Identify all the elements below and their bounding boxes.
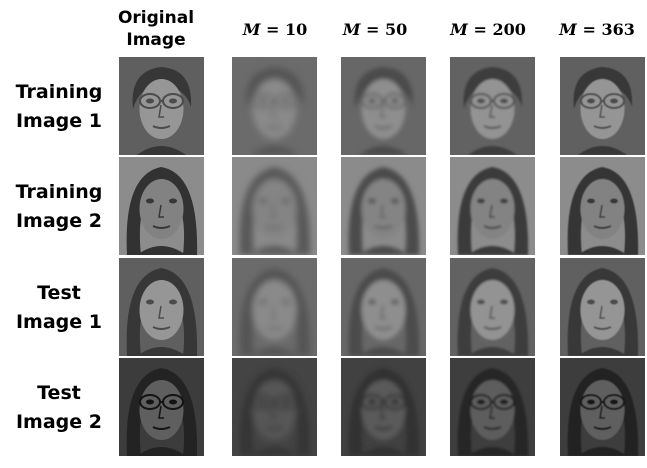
equals-sign: = (266, 20, 279, 39)
column-header-m10: M = 10 (225, 2, 325, 56)
face-image-row3-original (119, 258, 204, 356)
face-image-row3-m363 (560, 258, 645, 356)
face-image-row2-m200 (450, 157, 535, 255)
face-image-row2-m50 (341, 157, 426, 255)
equals-sign: = (366, 20, 379, 39)
equals-sign: = (473, 20, 486, 39)
row-label-test-2: Test Image 2 (0, 358, 118, 458)
face-image-row1-original (119, 57, 204, 155)
column-header-m50: M = 50 (325, 2, 425, 56)
face-image-row3-m50 (341, 258, 426, 356)
var-symbol: M (559, 20, 577, 39)
var-symbol: M (343, 20, 361, 39)
m-value: 10 (285, 20, 307, 39)
m-value: 200 (492, 20, 525, 39)
face-image-row3-m200 (450, 258, 535, 356)
face-image-row2-m363 (560, 157, 645, 255)
face-image-row3-m10 (232, 258, 317, 356)
var-symbol: M (450, 20, 468, 39)
column-header-m200: M = 200 (438, 2, 538, 56)
face-image-row1-m10 (232, 57, 317, 155)
face-image-row4-m50 (341, 358, 426, 456)
column-header-original: Original Image (111, 2, 201, 56)
face-image-row2-original (119, 157, 204, 255)
equals-sign: = (582, 20, 595, 39)
face-image-row4-m200 (450, 358, 535, 456)
face-image-row1-m363 (560, 57, 645, 155)
face-image-row1-m200 (450, 57, 535, 155)
m-value: 363 (601, 20, 634, 39)
face-image-row2-m10 (232, 157, 317, 255)
row-label-test-1: Test Image 1 (0, 258, 118, 358)
face-image-row4-m363 (560, 358, 645, 456)
row-label-training-2: Training Image 2 (0, 157, 118, 257)
m-value: 50 (385, 20, 407, 39)
var-symbol: M (243, 20, 261, 39)
face-image-row4-original (119, 358, 204, 456)
row-label-training-1: Training Image 1 (0, 57, 118, 157)
column-header-m363: M = 363 (547, 2, 647, 56)
face-image-row4-m10 (232, 358, 317, 456)
face-image-row1-m50 (341, 57, 426, 155)
